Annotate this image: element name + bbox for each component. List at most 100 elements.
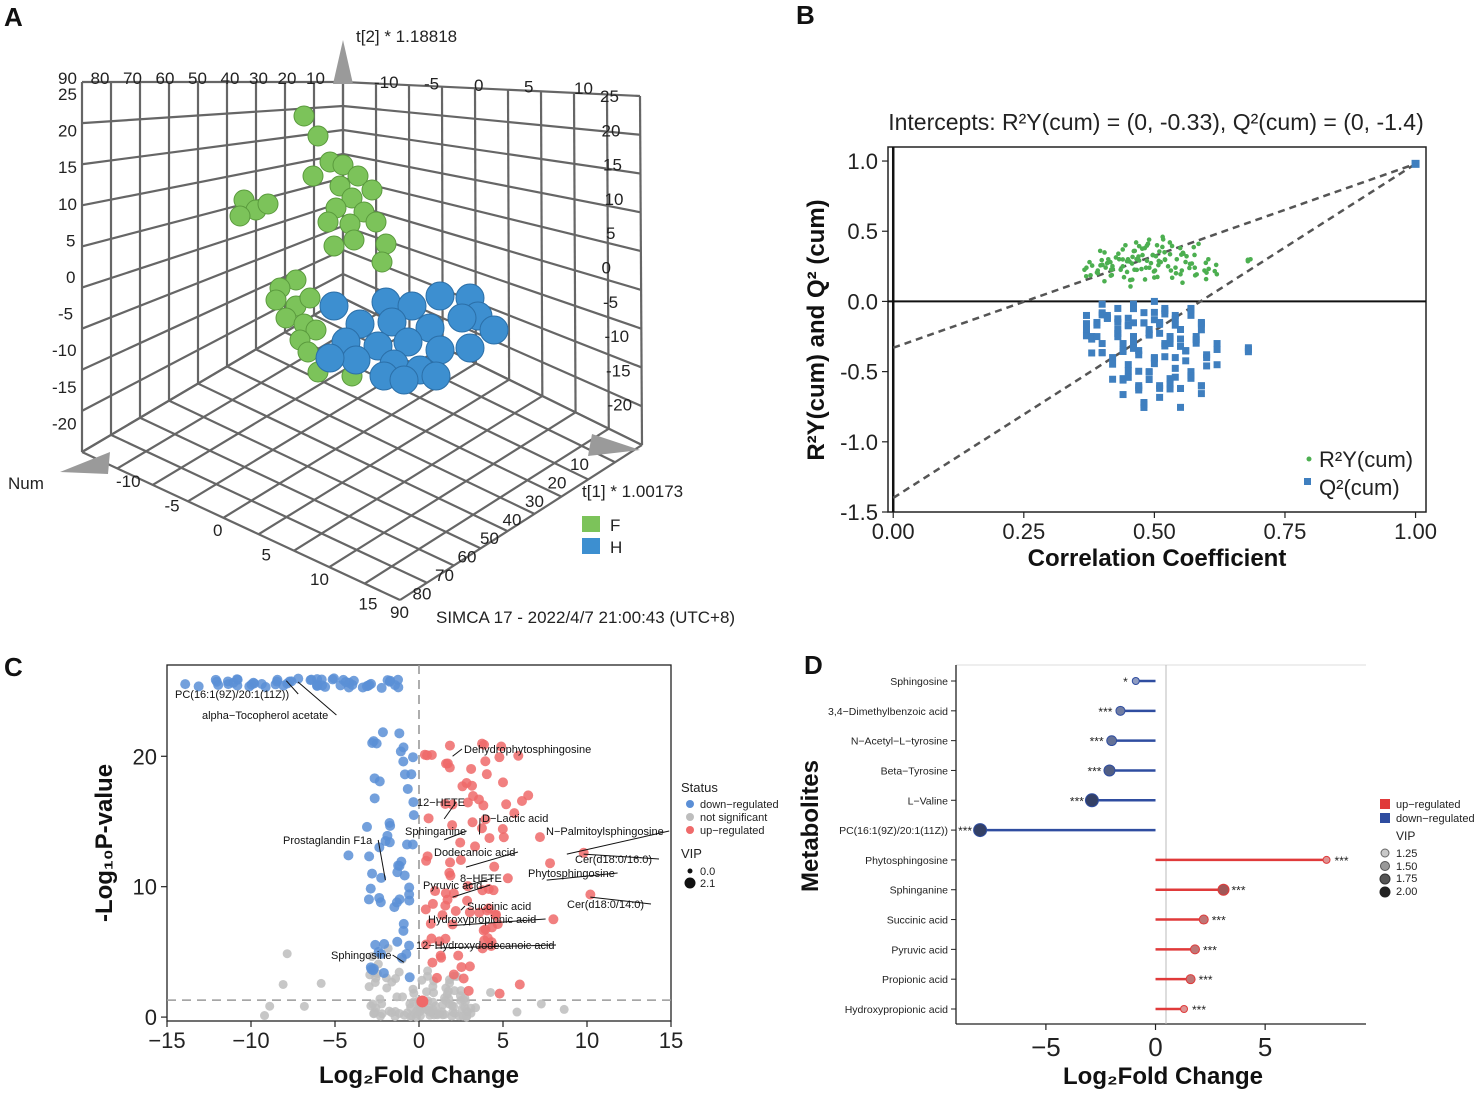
panel-d-axes: −5 0 5 Sphingosine 3,4−Dimethylbenzoic acid N… [828, 676, 1272, 1062]
volcano-point-up [478, 925, 489, 936]
r2y-point [1204, 270, 1209, 275]
volcano-point-down [376, 872, 387, 883]
volcano-point-down [369, 793, 380, 804]
volcano-point-down [398, 742, 409, 753]
volcano-point-ns [443, 986, 453, 996]
grid-line [342, 104, 641, 136]
panel-b-frame [887, 146, 1427, 513]
r2y-point [1088, 272, 1093, 278]
volcano-point-down [404, 882, 415, 893]
volcano-annotation: PC(16:1(9Z)/20:1(11Z)) [175, 689, 289, 701]
lollipop-vip-overlay [1085, 794, 1098, 807]
grid-line [342, 248, 642, 369]
legend-ns-dot [686, 813, 694, 821]
volcano-point-down [408, 810, 419, 821]
volcano-annotation: 8−HETE [460, 873, 502, 885]
metabolite-label: Succinic acid [887, 915, 948, 927]
volcano-point-down [379, 939, 390, 950]
panel-c-points [180, 673, 596, 1022]
volcano-point-down [394, 728, 405, 739]
volcano-point-up [419, 749, 430, 760]
q2-point [1114, 315, 1122, 323]
r2y-point [1082, 267, 1087, 273]
grid-line [81, 176, 344, 248]
q2-point [1177, 342, 1185, 350]
r2y-point [1102, 278, 1107, 284]
r2y-point [1098, 263, 1103, 268]
q2-point [1119, 340, 1127, 348]
volcano-point-up [420, 904, 431, 915]
volcano-point-down [374, 892, 385, 903]
annotation-leader [478, 817, 481, 835]
volcano-point-up [498, 832, 509, 843]
volcano-point-up [534, 832, 545, 843]
q2-point [1171, 354, 1179, 362]
panel-c-ylabel: -Log₁₀P-value [91, 764, 118, 922]
grid-line [139, 416, 455, 567]
x-tick-label: 0 [1148, 1032, 1162, 1062]
volcano-point-up [447, 820, 458, 831]
q2-point [1088, 335, 1096, 343]
lollipop-vip-overlay [1132, 678, 1139, 684]
panel-d-lollipop: −5 0 5 Sphingosine 3,4−Dimethylbenzoic acid N… [797, 664, 1475, 1090]
q2-point [1192, 336, 1200, 344]
q2-point [1171, 364, 1179, 372]
r2y-point [1087, 259, 1092, 265]
r2y-point [1192, 265, 1198, 271]
panel-c-volcano: −15 −10 −5 0 5 10 15 0 10 20 PC(16:1(9Z)/20:1(11Z… [91, 664, 779, 1089]
volcano-point-up [421, 939, 432, 950]
metabolite-label: Phytosphingosine [865, 855, 948, 867]
volcano-point-up [513, 750, 524, 761]
volcano-point-ns [422, 987, 432, 997]
lollipop-vip-overlay [1107, 736, 1117, 746]
volcano-point-up [430, 886, 441, 897]
tick-bottom-left: 0 [213, 521, 222, 540]
q2-point [1124, 314, 1132, 322]
r2y-point [1131, 248, 1137, 254]
volcano-annotation: Sphingosine [331, 950, 392, 962]
q2-point [1129, 338, 1137, 346]
tick-top-right: 10 [574, 79, 593, 98]
r2y-point [1167, 252, 1173, 257]
x-tick-label: 15 [659, 1028, 683, 1053]
q2-point [1124, 367, 1132, 375]
tick-left: -15 [52, 378, 77, 397]
volcano-point-up [447, 919, 458, 930]
volcano-point-ns [364, 982, 374, 992]
tick-right: 25 [600, 87, 619, 106]
r2y-point [1147, 265, 1152, 271]
volcano-point-up [462, 881, 473, 892]
tick-top-right: 0 [474, 76, 483, 95]
legend-vip-title-d: VIP [1396, 829, 1415, 843]
panel-b-permutation-plot: Intercepts: R²Y(cum) = (0, -0.33), Q²(cu… [803, 109, 1437, 572]
volcano-point-up [445, 857, 456, 868]
r2y-point [1191, 244, 1197, 250]
volcano-point-down [363, 894, 374, 905]
legend-up-label-d: up−regulated [1396, 799, 1461, 811]
x-tick-label: 0 [413, 1028, 425, 1053]
q2-regression-line [892, 162, 1417, 500]
point-f [375, 233, 397, 255]
volcano-point-ns [559, 1004, 569, 1014]
t2-axis-label: t[2] * 1.18818 [356, 27, 457, 46]
r2y-point [1173, 270, 1179, 276]
panel-d-bars: ********************************** [958, 675, 1349, 1017]
x-tick-label: −10 [232, 1028, 269, 1053]
volcano-point-up [435, 950, 446, 961]
volcano-point-down [312, 680, 323, 691]
r2y-point [1214, 271, 1220, 277]
point-f [229, 205, 251, 227]
y-tick-label: 0.0 [847, 289, 878, 314]
volcano-point-down [402, 839, 413, 850]
legend-status-title: Status [681, 780, 718, 795]
legend-vip-large [684, 877, 696, 889]
panel-label-d: D [804, 650, 823, 680]
tick-right: -15 [606, 361, 631, 380]
volcano-annotation: Dodecanoic acid [434, 847, 515, 859]
r2y-point [1144, 243, 1150, 248]
volcano-point-up [437, 910, 448, 921]
q2-point [1187, 368, 1195, 376]
r2y-point [1154, 242, 1160, 248]
q2-point [1082, 332, 1090, 340]
